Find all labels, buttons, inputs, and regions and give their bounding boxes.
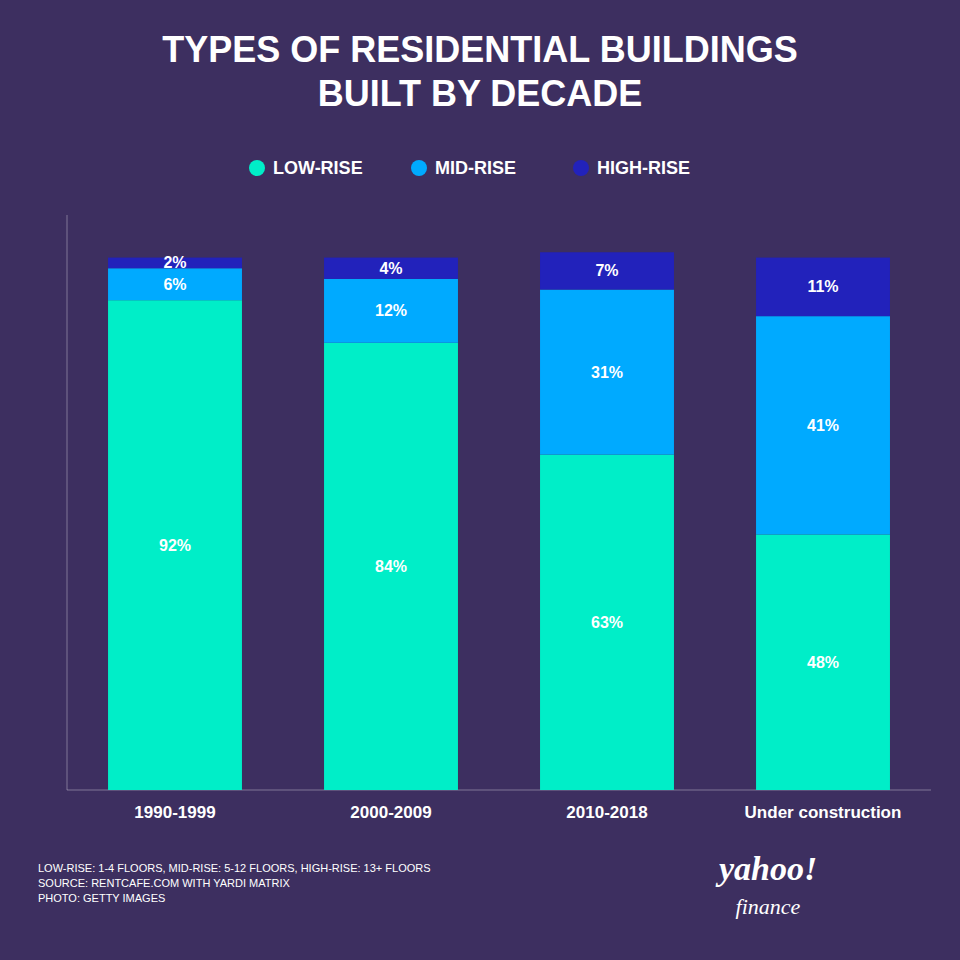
- data-labels: 92% 6% 2% 84% 12% 4% 63% 31% 7% 48% 41% 11%: [159, 254, 839, 670]
- x-tick-label: 1990-1999: [134, 803, 215, 822]
- bar-segment: [756, 534, 890, 790]
- bar-segment: [324, 343, 458, 790]
- data-label: 11%: [807, 278, 838, 295]
- bar-segment: [540, 455, 674, 790]
- data-label: 92%: [159, 537, 191, 554]
- legend-marker: [573, 160, 589, 176]
- data-label: 84%: [375, 558, 407, 575]
- bar-segment: [540, 252, 674, 289]
- footnote-line: LOW-RISE: 1-4 FLOORS, MID-RISE: 5-12 FLO…: [38, 862, 431, 874]
- background: [0, 0, 960, 960]
- data-label: 12%: [375, 302, 407, 319]
- data-label: 41%: [807, 417, 839, 434]
- footnote-line: SOURCE: RENTCAFE.COM WITH YARDI MATRIX: [38, 877, 290, 889]
- footnote: LOW-RISE: 1-4 FLOORS, MID-RISE: 5-12 FLO…: [38, 862, 431, 904]
- x-tick-label: 2000-2009: [350, 803, 431, 822]
- legend-label: HIGH-RISE: [597, 158, 690, 178]
- legend-label: MID-RISE: [435, 158, 516, 178]
- x-tick-label: 2010-2018: [566, 803, 647, 822]
- chart: TYPES OF RESIDENTIAL BUILDINGSBUILT BY D…: [0, 0, 960, 960]
- bar-segment: [324, 258, 458, 279]
- legend: LOW-RISE MID-RISE HIGH-RISE: [249, 158, 690, 178]
- data-label: 7%: [595, 262, 618, 279]
- x-tick-label: Under construction: [745, 803, 902, 822]
- data-label: 6%: [163, 276, 186, 293]
- logo-subtext: finance: [736, 894, 801, 919]
- logo-text: yahoo!: [715, 850, 817, 887]
- legend-label: LOW-RISE: [273, 158, 363, 178]
- bars: [108, 252, 890, 790]
- y-axis-line: [67, 215, 68, 790]
- title-line: BUILT BY DECADE: [318, 73, 643, 114]
- data-label: 2%: [163, 254, 186, 271]
- data-label: 48%: [807, 654, 839, 671]
- title: TYPES OF RESIDENTIAL BUILDINGSBUILT BY D…: [162, 29, 797, 114]
- bar-segment: [108, 300, 242, 790]
- bar-segment: [108, 268, 242, 300]
- data-label: 31%: [591, 364, 623, 381]
- bar-segment: [756, 258, 890, 317]
- bar-segment: [324, 279, 458, 343]
- bar-segment: [540, 290, 674, 455]
- data-label: 4%: [379, 260, 402, 277]
- footnote-line: PHOTO: GETTY IMAGES: [38, 892, 165, 904]
- data-label: 63%: [591, 614, 623, 631]
- legend-marker: [249, 160, 265, 176]
- legend-marker: [411, 160, 427, 176]
- title-line: TYPES OF RESIDENTIAL BUILDINGS: [162, 29, 797, 70]
- bar-segment: [756, 316, 890, 534]
